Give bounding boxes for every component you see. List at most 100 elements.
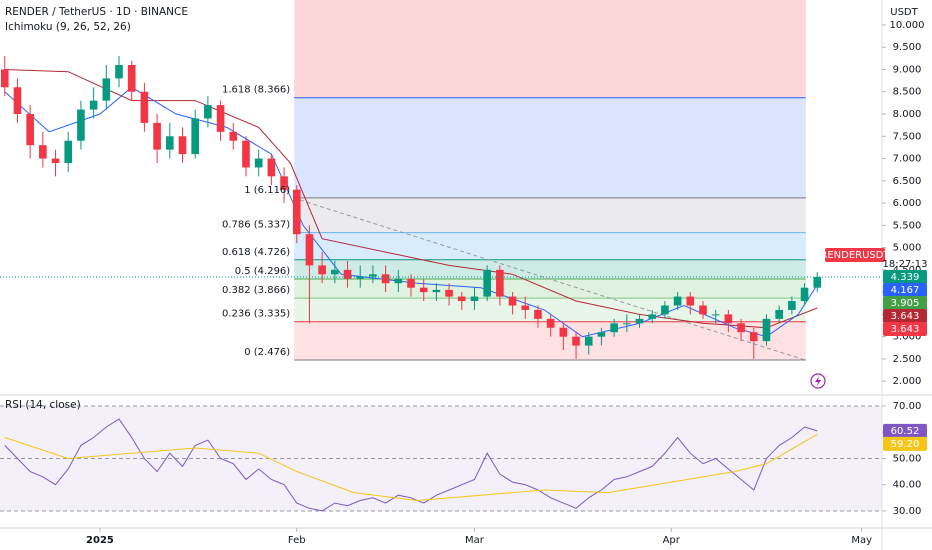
candle-body	[216, 105, 225, 132]
rsi-title: RSI (14, close)	[5, 399, 81, 411]
candle-body	[229, 131, 238, 141]
price-label: 4.339	[891, 272, 920, 283]
rsi-value-label-bg	[883, 436, 927, 451]
candle-body	[13, 87, 22, 115]
candle-body	[267, 158, 276, 177]
alert-icon[interactable]	[810, 373, 826, 389]
candle-body	[77, 109, 85, 141]
candle-body	[102, 78, 111, 101]
y-tick-label: 7.500	[893, 131, 922, 142]
candle-body	[635, 318, 644, 324]
candle-body	[343, 269, 352, 279]
price-label-bg	[883, 283, 927, 298]
x-tick-label: 2025	[86, 535, 114, 546]
candle-body	[115, 65, 123, 79]
fib-label: 0.382 (3.866)	[222, 285, 290, 296]
candle-body	[610, 323, 618, 333]
candle-body	[0, 69, 9, 88]
fib-label: 0 (2.476)	[244, 347, 290, 358]
candle-body	[508, 296, 517, 306]
alert-bolt	[815, 376, 821, 386]
candle-body	[445, 289, 453, 297]
fib-label: 1 (6.116)	[244, 185, 290, 196]
candle-body	[127, 65, 136, 92]
rsi-value-label: 59.20	[891, 439, 920, 450]
y-tick-label: 6.000	[893, 198, 922, 209]
price-label: 4.167	[891, 285, 920, 296]
x-tick-label: Feb	[288, 535, 306, 546]
candle-body	[673, 296, 682, 306]
candle-body	[191, 118, 199, 155]
y-tick-label: 2.000	[893, 376, 922, 387]
symbol-tag-bg	[825, 248, 885, 263]
candle-body	[318, 265, 326, 275]
indicator-title: Ichimoku (9, 26, 52, 26)	[5, 21, 131, 33]
currency: USDT	[890, 7, 918, 18]
price-label: 3.905	[891, 298, 920, 309]
trend-line	[299, 199, 806, 361]
fib-top-zone	[294, 0, 806, 98]
fib-zone	[294, 321, 806, 360]
candle-body	[64, 140, 73, 163]
candle-body	[534, 309, 542, 319]
candle-body	[762, 318, 771, 342]
y-tick-label: 9.000	[893, 64, 922, 75]
candle-body	[546, 318, 555, 328]
candle-body	[51, 158, 60, 163]
y-tick-label: 5.000	[893, 243, 922, 254]
fib-label: 0.618 (4.726)	[222, 247, 290, 258]
price-label: 3.643	[891, 311, 920, 322]
y-tick-label: 40.00	[893, 480, 922, 491]
y-tick-label: 9.500	[893, 42, 922, 53]
y-tick-label: 6.500	[893, 176, 922, 187]
candle-body	[584, 336, 593, 346]
price-label: 3.643	[891, 324, 920, 335]
candle-body	[432, 289, 441, 293]
fib-label: 0.236 (3.335)	[222, 309, 290, 320]
price-label-bg	[883, 309, 927, 324]
symbol-title: RENDER / TetherUS · 1D · BINANCE	[5, 6, 188, 18]
symbol-tag: RENDERUSDT	[820, 250, 890, 261]
candle-body	[724, 314, 733, 324]
fib-zone	[294, 232, 806, 260]
candle-body	[686, 296, 695, 306]
rsi-line	[4, 418, 818, 512]
candle-body	[788, 301, 796, 310]
candle-body	[699, 305, 707, 315]
candle-body	[559, 327, 568, 337]
candle-body	[305, 234, 314, 266]
candle-body	[356, 276, 365, 279]
candle-body	[457, 296, 466, 302]
y-tick-label: 5.500	[893, 220, 922, 231]
y-tick-label: 3.000	[893, 332, 922, 343]
x-tick-label: Mar	[465, 535, 485, 546]
fib-label: 0.5 (4.296)	[235, 266, 291, 277]
price-label-bg	[883, 270, 927, 285]
y-tick-label: 8.500	[893, 87, 922, 98]
candle-body	[623, 323, 631, 325]
mark-layer	[0, 56, 882, 512]
candle-body	[572, 336, 580, 346]
candle-body	[242, 140, 250, 168]
candle-body	[369, 274, 377, 277]
fib-zone	[294, 259, 806, 279]
candle-body	[178, 136, 187, 155]
candle-body	[749, 332, 758, 342]
candle-body	[292, 189, 301, 235]
candle-body	[165, 136, 174, 150]
candle-body	[26, 114, 34, 146]
candle-body	[775, 309, 783, 319]
candle-body	[254, 158, 263, 168]
rsi-value-label-bg	[883, 423, 927, 438]
rsi-value-label: 60.52	[891, 426, 920, 437]
countdown: 18:27:13	[883, 259, 928, 270]
y-tick-label: 70.00	[893, 401, 922, 412]
candle-body	[140, 91, 149, 123]
candle-body	[204, 105, 212, 119]
candle-body	[419, 287, 428, 293]
candle-body	[496, 269, 504, 297]
fib-label: 0.786 (5.337)	[222, 220, 290, 231]
y-tick-label: 10.000	[890, 20, 925, 31]
